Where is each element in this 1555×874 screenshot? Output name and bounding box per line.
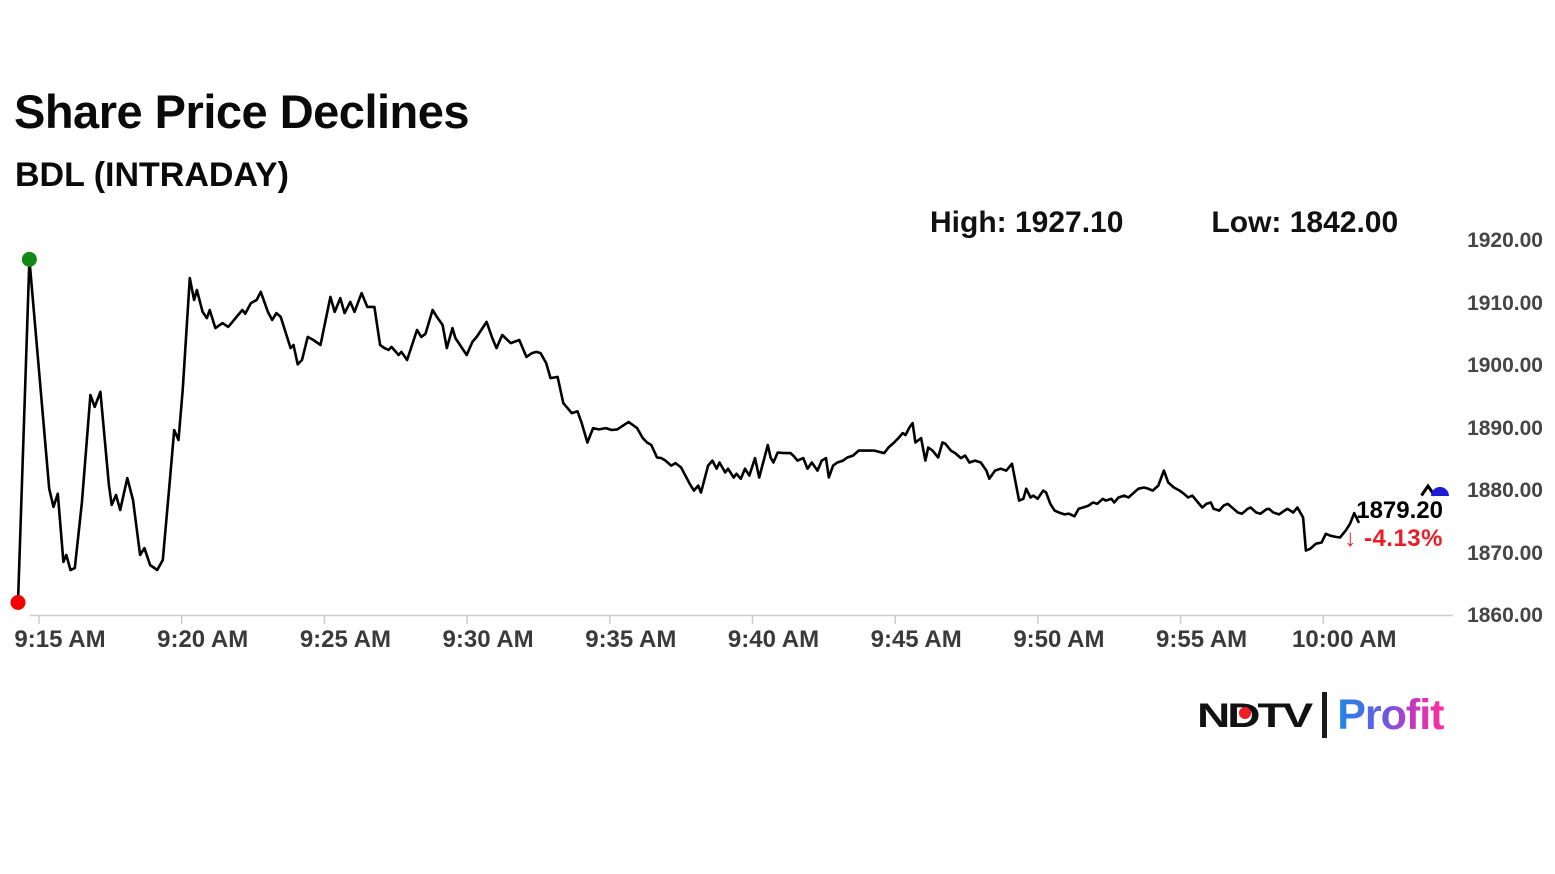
peak-marker-dot [21,251,37,267]
down-arrow-icon: ↓ [1344,525,1357,552]
x-axis-label: 9:55 AM [1156,626,1248,653]
x-axis-label: 9:45 AM [870,626,962,653]
open-marker-dot [10,595,26,610]
low-stat: Low: 1842.00 [1211,206,1399,239]
page-title: Share Price Declines [14,85,470,138]
x-axis-label: 9:20 AM [157,626,249,653]
change-percent-value: -4.13% [1363,525,1443,552]
x-axis-ticks [38,615,1325,624]
x-axis-label: 9:35 AM [585,626,677,653]
y-axis-label: 1860.00 [1467,604,1543,627]
chart-subtitle: BDL (INTRADAY) [15,156,289,194]
ndtv-profit-logo: NDTV Profit [1197,690,1445,740]
x-axis-label: 9:40 AM [727,626,820,653]
y-axis-label: 1900.00 [1467,354,1543,377]
y-axis-label: 1870.00 [1467,541,1543,565]
y-axis-label: 1890.00 [1467,416,1543,440]
price-line [16,258,1360,604]
x-axis-label: 9:30 AM [442,626,534,653]
ndtv-red-dot-icon [1239,707,1251,719]
x-axis-label: 9:25 AM [299,626,391,653]
high-stat: High: 1927.10 [930,206,1124,239]
y-axis-label: 1910.00 [1467,291,1543,315]
current-price-dot-icon [1431,487,1449,496]
change-percent-label: ↓ -4.13% [1344,526,1443,552]
y-axis-label: 1920.00 [1467,229,1543,252]
profit-wordmark: Profit [1337,690,1444,739]
current-price-callout: 1879.20 ↓ -4.13% [1344,498,1443,552]
session-stats: High: 1927.10 Low: 1842.00 [930,206,1398,240]
x-axis-label: 9:15 AM [14,626,106,653]
logo-divider [1322,692,1328,738]
y-axis-label: 1880.00 [1467,479,1543,502]
last-price-label: 1879.20 [1356,497,1443,524]
ndtv-wordmark: NDTV [1197,695,1313,735]
x-axis-label: 10:00 AM [1292,626,1397,653]
x-axis-label: 9:50 AM [1013,626,1105,653]
